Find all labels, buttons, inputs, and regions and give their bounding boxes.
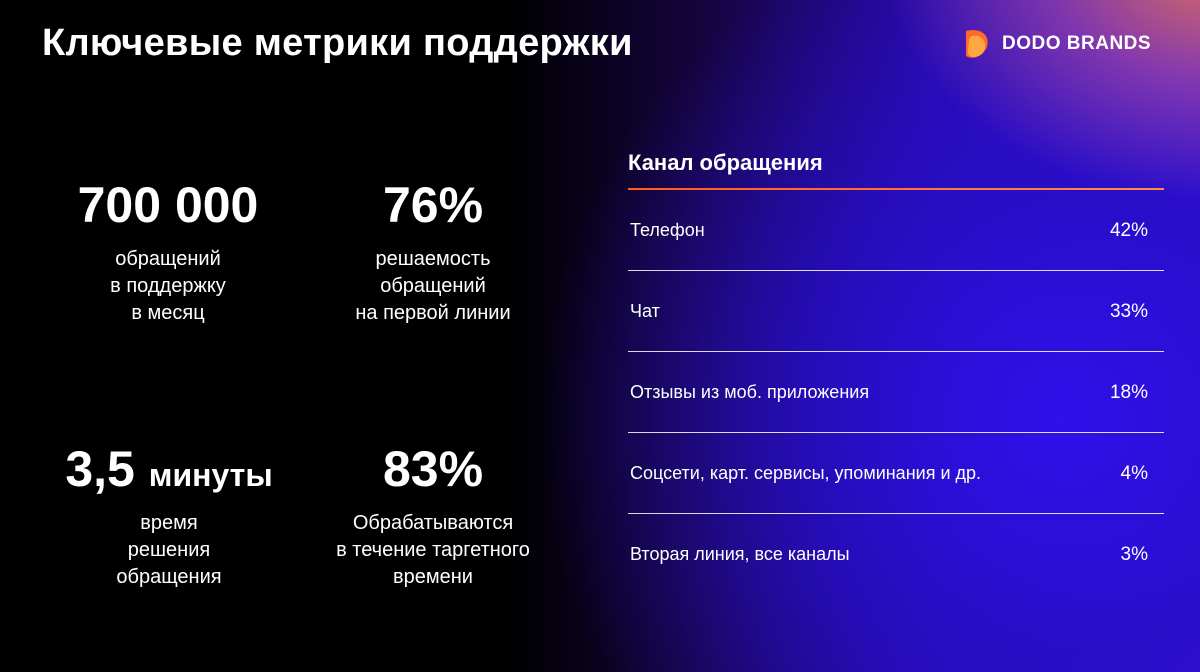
metric-desc-line: обращений (380, 275, 486, 297)
metric-desc-line: Обрабатываются (352, 512, 514, 534)
channel-percent: 3% (1120, 544, 1148, 565)
channel-percent: 4% (1120, 463, 1148, 484)
page-title: Ключевые метрики поддержки (42, 22, 633, 64)
metric-value: 700 000 (77, 177, 259, 233)
table-row: Соцсети, карт. сервисы, упоминания и др.… (628, 433, 1164, 514)
metric-number: 3,5 (65, 441, 135, 497)
channels-table: Канал обращения Телефон 42% Чат 33% Отзы… (628, 148, 1164, 594)
table-row: Отзывы из моб. приложения 18% (628, 352, 1164, 433)
metric-desc-line: в течение таргетного (336, 539, 530, 561)
metric-unit: минуты (148, 457, 273, 493)
metric-requests: 700 000 обращений в поддержку в месяц (49, 180, 287, 327)
channel-name: Телефон (630, 220, 705, 240)
channel-name: Вторая линия, все каналы (630, 544, 850, 564)
metric-desc-line: в поддержку (110, 275, 226, 297)
metric-target-time: 83% Обрабатываются в течение таргетного … (318, 444, 548, 591)
metric-description: обращений в поддержку в месяц (49, 246, 287, 327)
metric-description: решаемость обращений на первой линии (318, 246, 548, 327)
brand-logo: DODO BRANDS (962, 28, 1151, 60)
channel-percent: 33% (1109, 301, 1148, 322)
table-row: Телефон 42% (628, 190, 1164, 271)
metric-desc-line: решения (127, 539, 211, 561)
logo-text: DODO BRANDS (1002, 33, 1152, 54)
metric-desc-line: обращений (115, 248, 221, 270)
metric-description: время решения обращения (49, 510, 289, 591)
metric-desc-line: время (140, 512, 198, 534)
metric-value: 83% (382, 441, 484, 497)
table-row: Вторая линия, все каналы 3% (628, 514, 1164, 594)
metric-desc-line: в месяц (131, 302, 205, 324)
channel-percent: 42% (1109, 220, 1148, 241)
metric-value: 3,5 минуты (49, 444, 289, 494)
channel-name: Чат (630, 301, 660, 321)
metric-resolution-time: 3,5 минуты время решения обращения (49, 444, 289, 591)
metric-first-line-resolution: 76% решаемость обращений на первой линии (318, 180, 548, 327)
table-row: Чат 33% (628, 271, 1164, 352)
channel-percent: 18% (1109, 382, 1148, 403)
title-divider (628, 188, 1164, 190)
metric-desc-line: времени (393, 566, 473, 588)
metric-desc-line: на первой линии (355, 302, 511, 324)
metric-desc-line: обращения (116, 566, 222, 588)
metric-desc-line: решаемость (375, 248, 491, 270)
channel-name: Отзывы из моб. приложения (630, 382, 870, 402)
channels-title: Канал обращения (628, 150, 823, 175)
metric-description: Обрабатываются в течение таргетного врем… (318, 510, 548, 591)
metric-value: 76% (382, 177, 484, 233)
dodo-logo-icon (966, 30, 988, 58)
channel-name: Соцсети, карт. сервисы, упоминания и др. (630, 463, 982, 483)
